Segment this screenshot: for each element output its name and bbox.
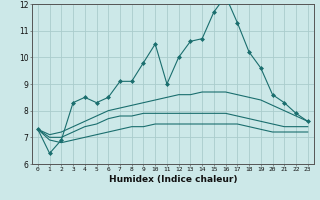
X-axis label: Humidex (Indice chaleur): Humidex (Indice chaleur)	[108, 175, 237, 184]
